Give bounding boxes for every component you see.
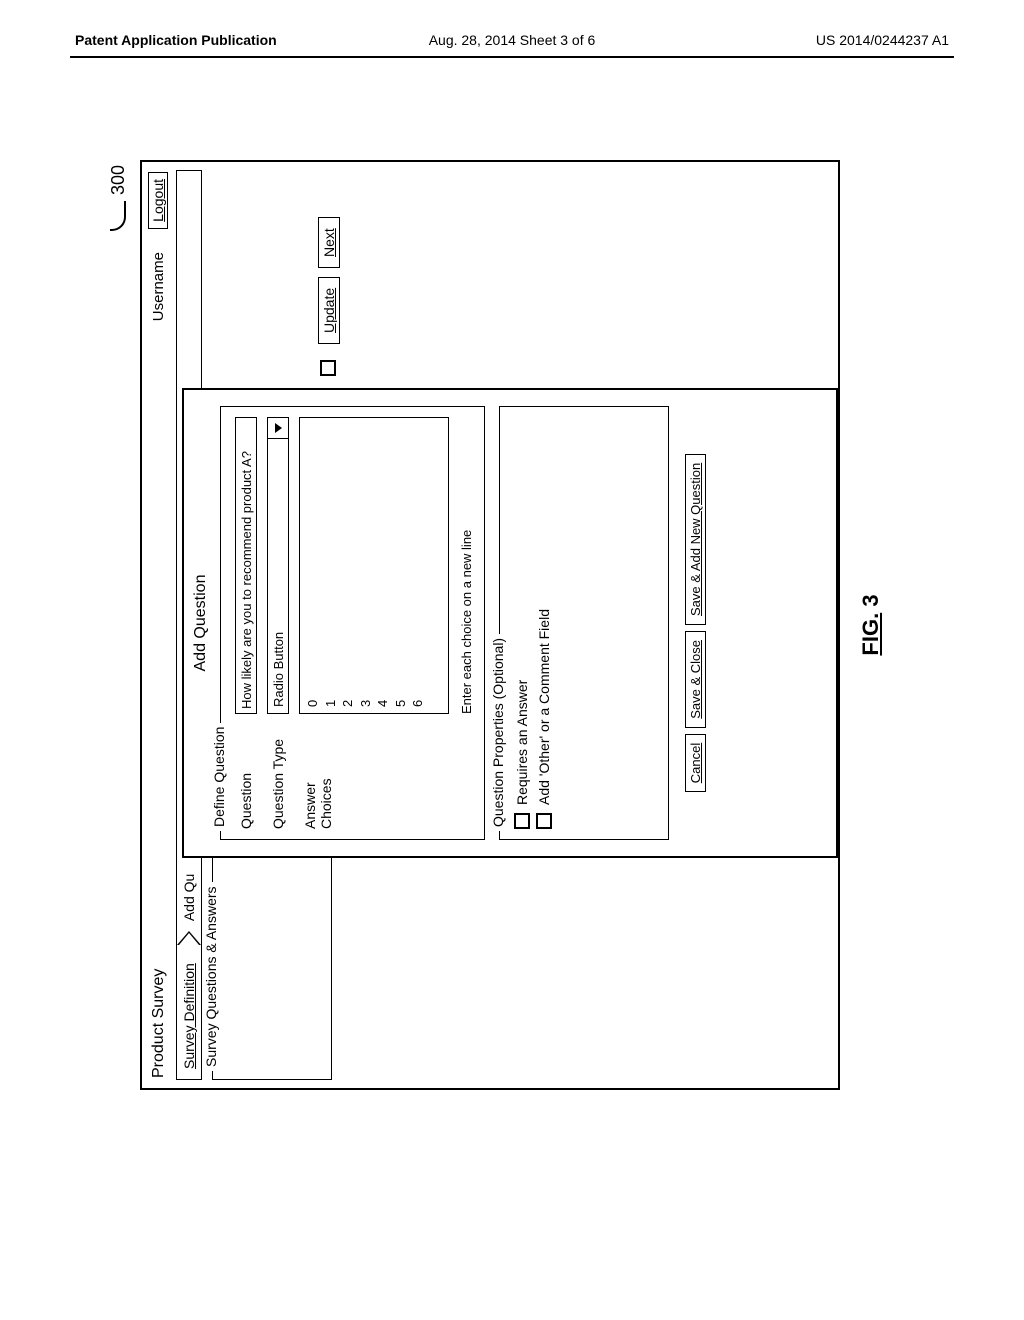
add-other-label: Add 'Other' or a Comment Field: [536, 609, 552, 805]
modal-footer: Cancel Save & Close Save & Add New Quest…: [681, 390, 714, 856]
requires-answer-checkbox[interactable]: [514, 813, 530, 829]
breadcrumb-step-1[interactable]: Survey Definition: [178, 945, 200, 1079]
figure-rotated: 300 Product Survey Username Logout Surve…: [55, 235, 985, 1015]
side-checkbox[interactable]: [320, 360, 336, 376]
question-properties-legend: Question Properties (Optional): [490, 634, 506, 831]
question-type-row: Question Type Radio Button: [267, 417, 289, 829]
figure-label-prefix: FIG.: [858, 613, 883, 656]
requires-answer-label: Requires an Answer: [514, 680, 530, 805]
add-other-checkbox[interactable]: [536, 813, 552, 829]
breadcrumb-arrow-icon: [177, 931, 201, 945]
header-right: US 2014/0244237 A1: [816, 32, 949, 48]
breadcrumb-step-2: Add Qu: [178, 864, 200, 931]
question-properties-fieldset: Question Properties (Optional) Requires …: [499, 406, 669, 840]
answer-choices-hint: Enter each choice on a new line: [459, 417, 474, 714]
add-other-row: Add 'Other' or a Comment Field: [536, 417, 552, 829]
survey-questions-legend: Survey Questions & Answers: [203, 882, 219, 1071]
dropdown-button[interactable]: [267, 417, 289, 439]
answer-choices-textarea[interactable]: [299, 417, 449, 714]
update-button[interactable]: Update: [318, 277, 340, 344]
question-label: Question: [235, 714, 254, 829]
username-label: Username: [150, 252, 167, 321]
define-question-legend: Define Question: [211, 723, 227, 831]
app-title: Product Survey: [150, 969, 168, 1078]
cancel-button[interactable]: Cancel: [685, 734, 706, 792]
question-type-select[interactable]: Radio Button: [267, 417, 289, 714]
save-close-button[interactable]: Save & Close: [685, 631, 706, 728]
define-question-fieldset: Define Question Question Question Type R…: [220, 406, 485, 840]
answer-choices-label: Answer Choices: [299, 714, 334, 829]
question-type-value: Radio Button: [267, 439, 289, 714]
answer-choices-row: Answer Choices: [299, 417, 449, 829]
add-question-modal: Add Question Define Question Question Qu…: [182, 388, 838, 858]
next-button[interactable]: Next: [318, 217, 340, 268]
app-window: Product Survey Username Logout Survey De…: [140, 160, 840, 1090]
figure-label-num: 3: [858, 594, 883, 612]
figure-caption: FIG. 3: [858, 160, 884, 1090]
requires-answer-row: Requires an Answer: [514, 417, 530, 829]
question-input[interactable]: [235, 417, 257, 714]
page: Patent Application Publication Aug. 28, …: [0, 0, 1024, 1320]
question-row: Question: [235, 417, 257, 829]
chevron-down-icon: [275, 423, 282, 433]
ref-number-300: 300: [108, 165, 129, 231]
logout-button[interactable]: Logout: [148, 172, 168, 229]
question-type-label: Question Type: [267, 714, 286, 829]
survey-questions-fieldset: Survey Questions & Answers: [212, 850, 332, 1080]
header-rule: [70, 56, 954, 58]
figure-inner: 300 Product Survey Username Logout Surve…: [130, 160, 910, 1090]
save-add-button[interactable]: Save & Add New Question: [685, 454, 706, 625]
